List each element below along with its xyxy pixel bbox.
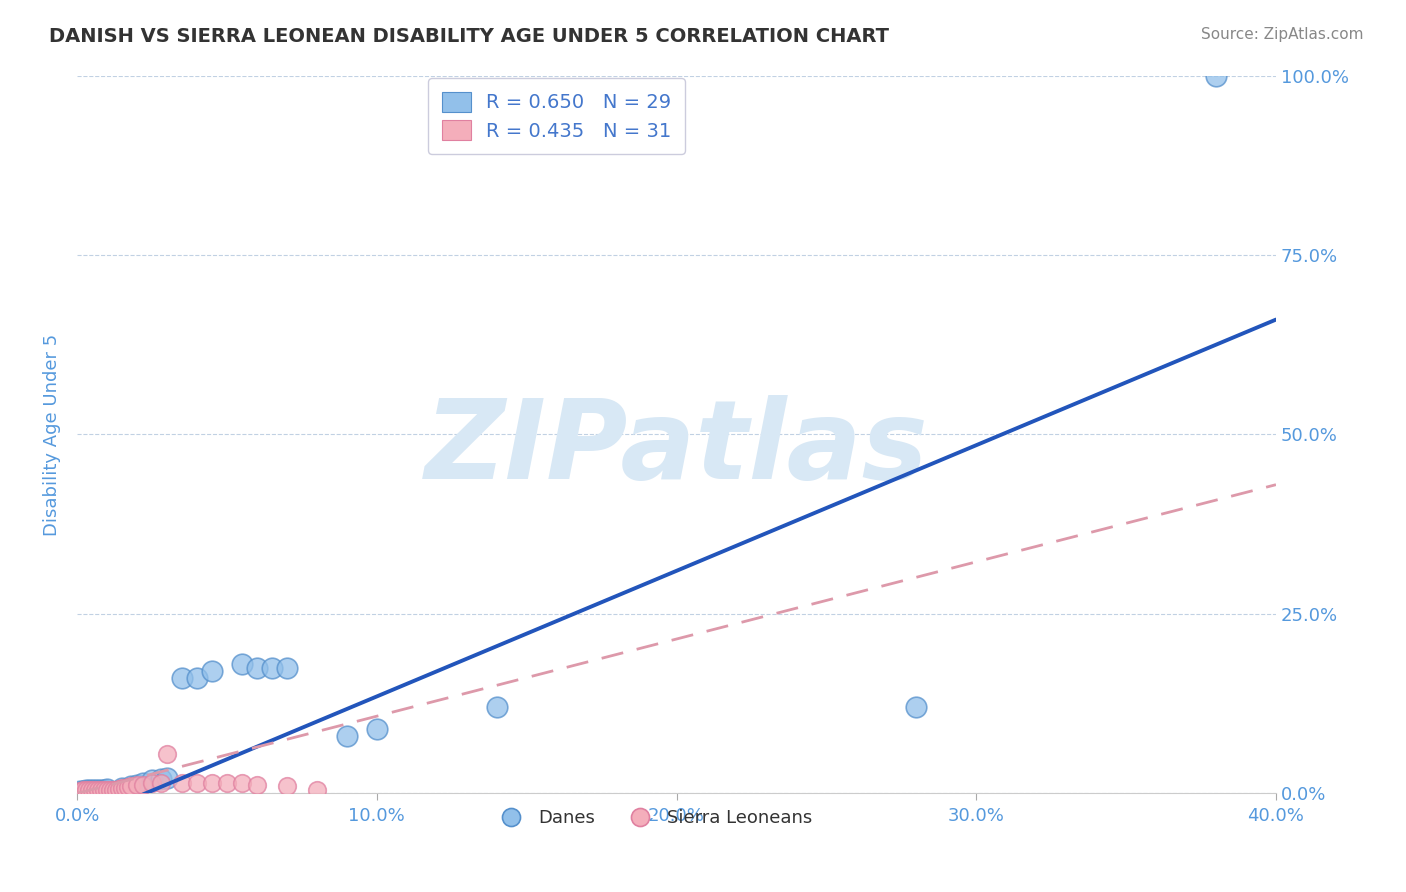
Point bbox=[75, 783, 97, 797]
Point bbox=[98, 783, 121, 797]
Point bbox=[132, 775, 155, 789]
Point bbox=[246, 778, 269, 792]
Point bbox=[1205, 69, 1227, 83]
Point bbox=[80, 782, 103, 797]
Point bbox=[231, 657, 253, 672]
Point bbox=[114, 780, 136, 795]
Text: DANISH VS SIERRA LEONEAN DISABILITY AGE UNDER 5 CORRELATION CHART: DANISH VS SIERRA LEONEAN DISABILITY AGE … bbox=[49, 27, 889, 45]
Point bbox=[132, 778, 155, 792]
Point bbox=[93, 782, 115, 797]
Point bbox=[96, 782, 118, 797]
Point bbox=[117, 780, 139, 794]
Point bbox=[141, 775, 163, 789]
Point bbox=[150, 772, 173, 786]
Point bbox=[120, 779, 142, 793]
Point bbox=[485, 700, 508, 714]
Point bbox=[125, 778, 148, 792]
Text: Source: ZipAtlas.com: Source: ZipAtlas.com bbox=[1201, 27, 1364, 42]
Point bbox=[141, 773, 163, 788]
Point bbox=[75, 783, 97, 797]
Point bbox=[905, 700, 928, 714]
Point bbox=[72, 783, 94, 797]
Point bbox=[260, 661, 283, 675]
Point bbox=[156, 747, 179, 761]
Point bbox=[101, 782, 124, 797]
Point bbox=[201, 665, 224, 679]
Point bbox=[84, 782, 107, 797]
Point bbox=[186, 775, 208, 789]
Point bbox=[69, 784, 91, 798]
Legend: Danes, Sierra Leoneans: Danes, Sierra Leoneans bbox=[485, 802, 820, 835]
Y-axis label: Disability Age Under 5: Disability Age Under 5 bbox=[44, 334, 60, 535]
Point bbox=[108, 782, 131, 797]
Point bbox=[77, 782, 100, 797]
Point bbox=[170, 775, 193, 789]
Point bbox=[90, 782, 112, 797]
Point bbox=[150, 775, 173, 789]
Point bbox=[80, 782, 103, 797]
Point bbox=[125, 778, 148, 792]
Point bbox=[186, 672, 208, 686]
Point bbox=[305, 782, 328, 797]
Point bbox=[111, 781, 134, 796]
Point bbox=[87, 783, 110, 797]
Point bbox=[201, 775, 224, 789]
Point bbox=[87, 782, 110, 797]
Point bbox=[84, 783, 107, 797]
Point bbox=[69, 784, 91, 798]
Point bbox=[215, 775, 238, 789]
Point bbox=[276, 661, 298, 675]
Point bbox=[72, 784, 94, 798]
Point bbox=[90, 783, 112, 797]
Point bbox=[93, 782, 115, 797]
Point bbox=[170, 672, 193, 686]
Point bbox=[276, 779, 298, 793]
Point bbox=[120, 779, 142, 793]
Point bbox=[336, 729, 359, 743]
Text: ZIPatlas: ZIPatlas bbox=[425, 395, 928, 502]
Point bbox=[156, 771, 179, 785]
Point bbox=[105, 782, 128, 797]
Point bbox=[111, 780, 134, 795]
Point bbox=[246, 661, 269, 675]
Point bbox=[77, 783, 100, 797]
Point bbox=[366, 722, 388, 736]
Point bbox=[231, 775, 253, 789]
Point bbox=[96, 782, 118, 797]
